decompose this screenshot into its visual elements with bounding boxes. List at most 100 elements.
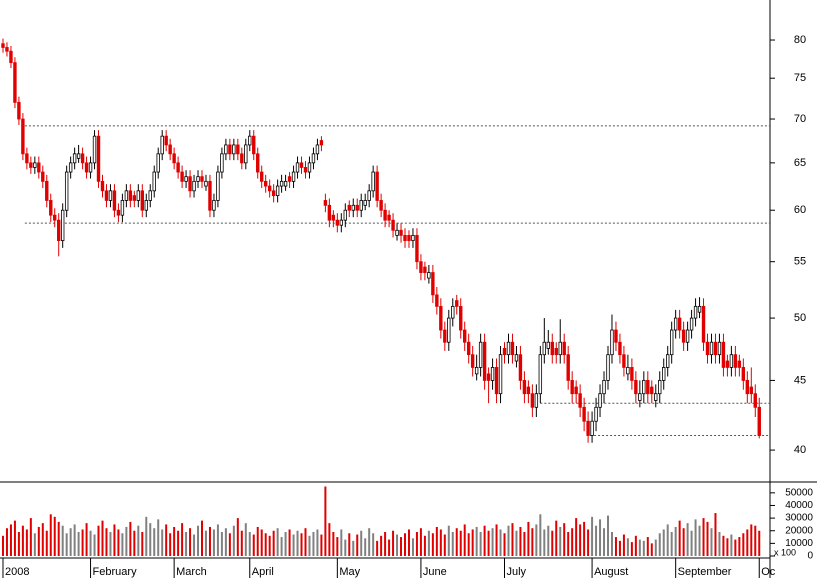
candle-body: [650, 386, 654, 395]
candle-body: [550, 341, 554, 356]
volume-bar: [149, 523, 152, 556]
candle-body: [562, 341, 566, 356]
volume-bar: [348, 533, 351, 556]
volume-bar: [411, 538, 414, 556]
candle-body: [658, 380, 662, 395]
volume-bar: [587, 529, 590, 556]
candle-body: [224, 144, 228, 155]
candle-body: [124, 190, 129, 201]
candle-body: [76, 153, 81, 159]
volume-tick-label: 40000: [785, 500, 813, 511]
candle-body: [482, 341, 487, 381]
candle-body: [279, 180, 284, 187]
candle-body: [606, 354, 610, 381]
x-tick-label: April: [252, 566, 274, 578]
candle-body: [291, 171, 296, 182]
volume-bar: [296, 530, 299, 556]
volume-bar: [308, 535, 311, 556]
candle-body: [9, 50, 13, 64]
candle-body: [558, 341, 562, 356]
volume-bar: [638, 539, 641, 556]
candle-body: [200, 176, 204, 182]
volume-bar: [439, 529, 442, 556]
volume-bar: [618, 540, 621, 556]
x-tick-label: August: [594, 566, 628, 578]
volume-bar: [320, 534, 323, 556]
candle-body: [275, 185, 280, 197]
y-tick-label: 60: [794, 204, 806, 216]
candle-body: [435, 294, 439, 307]
volume-bar: [463, 524, 466, 556]
x-tick-label: March: [176, 566, 207, 578]
volume-bar: [9, 524, 12, 556]
volume-bar: [614, 537, 617, 556]
candle-body: [168, 144, 172, 155]
volume-bar: [567, 532, 570, 556]
volume-bar: [523, 532, 526, 556]
candle-body: [287, 176, 292, 182]
candle-body: [693, 305, 698, 319]
volume-bar: [511, 523, 514, 556]
volume-bar: [236, 518, 239, 556]
volume-unit: x 100: [774, 547, 796, 557]
volume-bar: [682, 528, 685, 556]
candle-body: [709, 341, 714, 356]
candle-body: [64, 171, 69, 211]
volume-bar: [1, 535, 4, 556]
volume-tick-label: 50000: [785, 487, 813, 498]
candle-body: [271, 190, 276, 197]
x-tick-label: May: [339, 566, 360, 578]
volume-bar: [431, 533, 434, 556]
candle-body: [196, 176, 200, 182]
volume-bar: [212, 529, 215, 556]
volume-bar: [662, 529, 665, 556]
candle-body: [447, 317, 451, 343]
candle-body: [654, 393, 658, 401]
volume-bar: [73, 524, 76, 556]
candle-body: [84, 162, 89, 173]
candle-body: [486, 373, 491, 381]
candle-body: [335, 219, 340, 226]
volume-bar: [579, 524, 582, 556]
volume-bar: [77, 532, 80, 556]
volume-bar: [352, 540, 355, 556]
candle-body: [506, 341, 511, 356]
volume-bar: [487, 530, 490, 556]
candle-body: [37, 162, 41, 173]
candle-body: [156, 153, 160, 173]
candle-body: [395, 229, 399, 236]
candle-body: [478, 341, 483, 368]
x-tick-label: February: [93, 566, 138, 578]
volume-bar: [17, 532, 20, 556]
volume-bar: [57, 521, 60, 556]
candle-body: [622, 354, 626, 368]
volume-bar: [742, 533, 745, 556]
candle-body: [697, 305, 702, 313]
candle-body: [371, 171, 375, 192]
volume-bar: [169, 533, 172, 556]
candle-body: [717, 341, 722, 356]
candle-body: [295, 162, 300, 173]
candle-body: [757, 406, 761, 436]
volume-bar: [216, 524, 219, 556]
candle-body: [638, 393, 642, 401]
candle-body: [176, 162, 180, 173]
candle-body: [375, 171, 379, 201]
candle-body: [204, 180, 208, 187]
volume-bar: [718, 532, 721, 556]
candle-body: [566, 354, 570, 381]
y-tick-label: 45: [794, 374, 806, 386]
volume-bar: [240, 530, 243, 556]
candle-body: [112, 190, 117, 211]
candle-body: [212, 200, 216, 211]
volume-bar: [686, 523, 689, 556]
y-tick-label: 40: [794, 444, 806, 456]
candle-body: [737, 360, 742, 368]
candle-body: [518, 354, 523, 381]
candle-body: [248, 135, 252, 146]
volume-bar: [599, 519, 602, 556]
volume-bar: [113, 524, 116, 556]
volume-bar: [29, 518, 32, 556]
volume-bar: [117, 529, 120, 556]
candle-body: [152, 171, 156, 192]
